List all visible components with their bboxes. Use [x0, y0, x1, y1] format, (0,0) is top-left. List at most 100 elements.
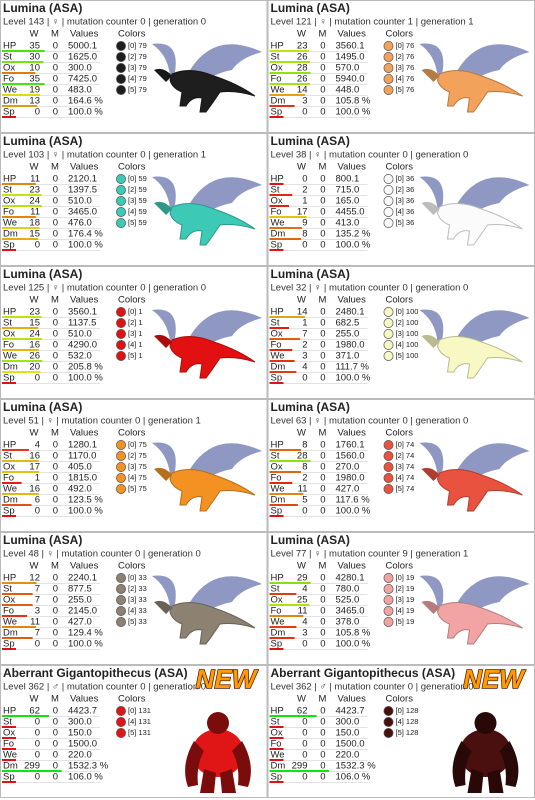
stat-value: 1532.3 % [68, 761, 109, 772]
creature-info: Level 63 | ♀ | mutation counter 0 | gene… [271, 416, 469, 427]
stat-label: Sp [3, 506, 15, 517]
header-colors: Colors [118, 561, 146, 572]
stat-value: 129.4 % [68, 628, 103, 639]
stat-label: St [271, 584, 280, 595]
stat-m: 0 [53, 617, 58, 628]
creature-card: Lumina (ASA) Level 48 | ♀ | mutation coun… [0, 532, 268, 665]
stat-value: 1980.0 [336, 340, 365, 351]
color-label: [0] 76 [396, 41, 415, 50]
header-values: Values [338, 428, 367, 439]
stat-w: 17 [29, 462, 40, 473]
color-label: [2] 33 [128, 584, 147, 593]
color-swatch [116, 74, 126, 84]
wing-back [190, 44, 262, 80]
stat-value: 492.0 [68, 484, 92, 495]
stat-w: 20 [29, 362, 40, 373]
color-label: [4] 59 [128, 207, 147, 216]
stat-m: 0 [320, 74, 325, 85]
stat-value: 1980.0 [336, 473, 365, 484]
stat-w: 0 [302, 750, 307, 761]
stat-w: 35 [29, 74, 40, 85]
stat-w: 299 [24, 761, 40, 772]
head [154, 467, 172, 481]
stat-value: 3560.1 [68, 307, 97, 318]
color-label: [3] 19 [396, 595, 415, 604]
stat-w: 7 [35, 628, 40, 639]
stat-value: 3465.0 [336, 606, 365, 617]
creature-card: Lumina (ASA) Level 125 | ♀ | mutation cou… [0, 266, 268, 399]
stat-m: 0 [320, 462, 325, 473]
stat-value: 1760.1 [336, 440, 365, 451]
creature-name: Lumina (ASA) [3, 1, 82, 15]
stat-w: 14 [297, 307, 308, 318]
stat-m: 0 [53, 96, 58, 107]
stat-value: 150.0 [68, 728, 92, 739]
stat-label: St [3, 451, 12, 462]
stat-w: 62 [29, 706, 40, 717]
arms [185, 741, 251, 787]
stat-m: 0 [320, 218, 325, 229]
stat-value: 1625.0 [68, 52, 97, 63]
body [192, 729, 244, 777]
color-label: [5] 79 [128, 85, 147, 94]
color-swatch [383, 52, 394, 62]
wing-front [419, 176, 444, 209]
stat-w: 4 [302, 584, 307, 595]
head [421, 201, 440, 215]
stat-label: HP [3, 573, 16, 584]
stat-m: 0 [53, 63, 58, 74]
legs [200, 769, 236, 793]
header-values: Values [70, 694, 99, 705]
stat-m: 0 [320, 595, 325, 606]
wing-back [457, 310, 530, 346]
stat-w: 8 [302, 229, 307, 240]
wing-front [419, 442, 444, 475]
stat-m: 0 [53, 307, 58, 318]
stat-m: 0 [320, 750, 325, 761]
stat-w: 15 [29, 229, 40, 240]
creature-image [152, 442, 262, 512]
stat-value: 220.0 [68, 750, 92, 761]
color-label: [3] 1 [128, 329, 143, 338]
stat-w: 0 [302, 739, 307, 750]
stat-value: 1280.1 [68, 440, 97, 451]
color-swatch [116, 318, 126, 328]
color-swatch [116, 185, 126, 195]
stat-label: Fo [3, 207, 14, 218]
stat-label: Sp [271, 240, 283, 251]
color-label: [4] 128 [396, 717, 419, 726]
stat-value: 100.0 % [336, 107, 371, 118]
color-label: [0] 36 [396, 174, 415, 183]
stat-w: 0 [35, 506, 40, 517]
new-badge: NEW [196, 664, 259, 694]
head [421, 467, 440, 481]
stat-value: 123.5 % [68, 495, 103, 506]
creature-name: Lumina (ASA) [3, 400, 82, 414]
stat-label: We [271, 218, 285, 229]
color-label: [3] 79 [128, 63, 147, 72]
color-swatch [116, 717, 126, 727]
color-swatch [116, 174, 126, 184]
creature-image [419, 442, 530, 512]
stat-label: HP [3, 41, 16, 52]
stat-label: Fo [271, 606, 282, 617]
color-swatch [383, 63, 394, 73]
creature-card: Lumina (ASA) Level 77 | ♀ | mutation coun… [267, 532, 535, 665]
stat-m: 0 [53, 85, 58, 96]
color-label: [4] 79 [128, 74, 147, 83]
header-m: M [319, 162, 327, 173]
stat-w: 9 [302, 218, 307, 229]
stat-label: Ox [271, 462, 283, 473]
stat-value: 255.0 [336, 329, 360, 340]
head [421, 334, 440, 348]
creature-card: Lumina (ASA) Level 32 | ♀ | mutation coun… [267, 266, 535, 399]
stat-label: Sp [271, 772, 283, 783]
color-swatch [383, 85, 394, 95]
stat-w: 23 [29, 307, 40, 318]
stat-m: 0 [320, 772, 325, 783]
wing-front [152, 176, 176, 209]
stat-m: 0 [53, 440, 58, 451]
stat-m: 0 [320, 728, 325, 739]
stat-w: 0 [35, 772, 40, 783]
stat-value: 100.0 % [336, 373, 371, 384]
